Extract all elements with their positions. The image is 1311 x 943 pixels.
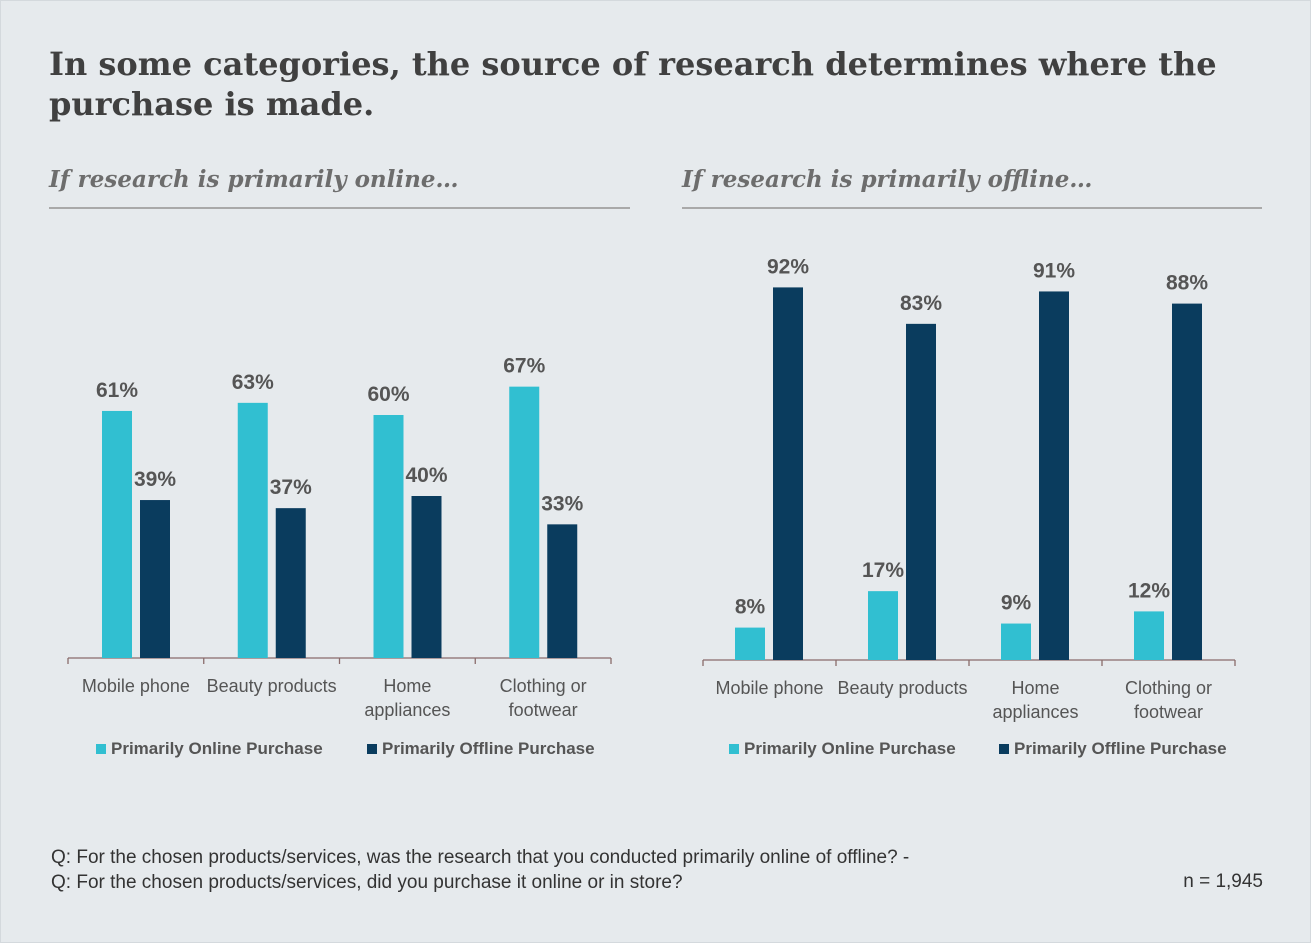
left-data-label: 40%: [405, 464, 447, 487]
left-legend-label-offline: Primarily Offline Purchase: [382, 739, 595, 758]
right-legend-label-online: Primarily Online Purchase: [744, 739, 956, 758]
right-legend-label-offline: Primarily Offline Purchase: [1014, 739, 1227, 758]
left-bar-online: [237, 402, 268, 658]
left-category-label: Clothing or: [500, 676, 587, 696]
right-category-label: Home: [1011, 678, 1059, 698]
sample-size: n = 1,945: [1183, 871, 1263, 892]
left-data-label: 60%: [367, 383, 409, 406]
left-bar-online: [102, 410, 132, 658]
left-data-label: 33%: [541, 492, 583, 515]
right-data-label: 8%: [735, 596, 766, 619]
left-category-label: Home: [383, 676, 431, 696]
left-legend-label-online: Primarily Online Purchase: [111, 739, 323, 758]
left-data-label: 39%: [134, 468, 176, 491]
right-data-label: 12%: [1128, 579, 1170, 602]
page-title: In some categories, the source of resear…: [49, 45, 1217, 123]
left-data-label: 67%: [503, 355, 545, 378]
right-category-label: Mobile phone: [715, 678, 823, 698]
right-data-label: 91%: [1033, 259, 1075, 282]
right-bar-online: [1001, 623, 1031, 660]
right-data-label: 88%: [1166, 272, 1208, 295]
left-data-label: 61%: [96, 379, 138, 402]
right-bar-offline: [906, 323, 936, 660]
left-category-label: footwear: [509, 700, 578, 720]
left-category-label: Beauty products: [207, 676, 337, 696]
left-bar-online: [373, 415, 404, 658]
left-bar-offline: [547, 524, 578, 658]
right-legend-swatch-online: [729, 744, 739, 754]
right-category-label: footwear: [1134, 702, 1203, 722]
right-legend-swatch-offline: [999, 744, 1009, 754]
right-bar-offline: [1172, 303, 1202, 660]
right-bar-online: [868, 591, 898, 660]
right-bar-offline: [1039, 291, 1069, 660]
right-data-label: 9%: [1001, 592, 1032, 615]
right-category-label: appliances: [992, 702, 1078, 722]
left-legend-swatch-online: [96, 744, 106, 754]
left-category-label: appliances: [364, 700, 450, 720]
question-footnote: Q: For the chosen products/services, was…: [51, 847, 910, 893]
left-bar-offline: [140, 500, 170, 658]
left-bar-offline: [275, 508, 306, 658]
right-chart-title: If research is primarily offline…: [682, 166, 1093, 193]
left-data-label: 63%: [232, 371, 274, 394]
right-data-label: 83%: [900, 292, 942, 315]
right-chart-rule: [682, 207, 1262, 209]
right-bar-online: [1134, 611, 1164, 660]
left-category-label: Mobile phone: [82, 676, 190, 696]
left-bar-online: [509, 386, 540, 658]
left-chart-title: If research is primarily online…: [49, 166, 459, 193]
right-category-label: Clothing or: [1125, 678, 1212, 698]
right-bar-online: [735, 627, 765, 660]
left-legend-swatch-offline: [367, 744, 377, 754]
right-category-label: Beauty products: [837, 678, 967, 698]
left-chart-rule: [49, 207, 630, 209]
right-bar-offline: [773, 287, 803, 660]
left-bar-offline: [411, 496, 442, 658]
right-data-label: 92%: [767, 255, 809, 278]
left-data-label: 37%: [270, 476, 312, 499]
right-data-label: 17%: [862, 559, 904, 582]
